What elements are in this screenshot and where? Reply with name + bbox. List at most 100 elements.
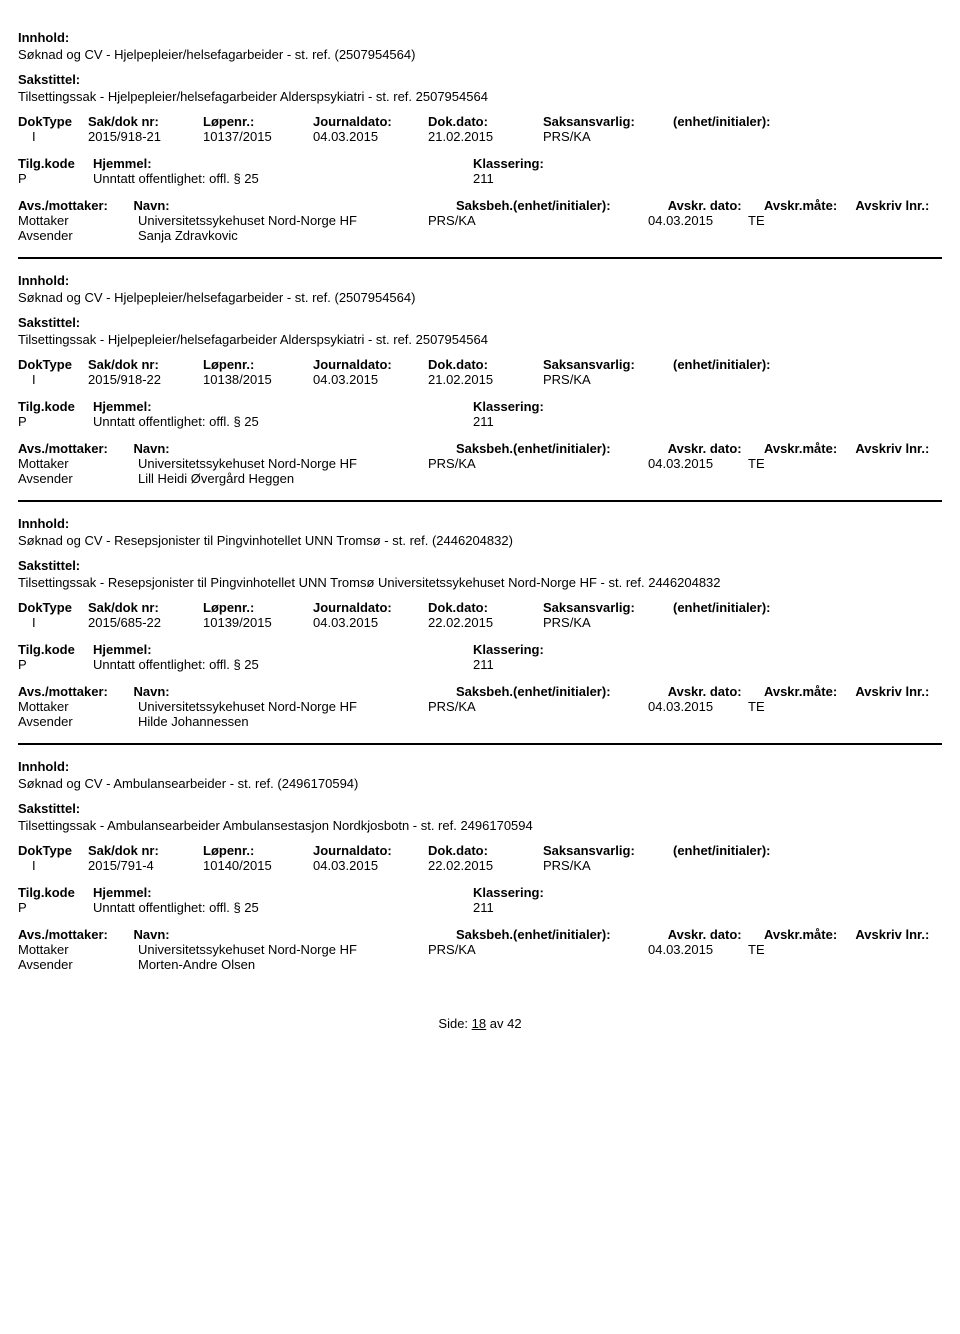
- hdr-lopenr: Løpenr.:: [203, 114, 313, 129]
- val-dokdato: 22.02.2015: [428, 858, 543, 873]
- val-dokdato: 22.02.2015: [428, 615, 543, 630]
- sakstittel-label: Sakstittel:: [18, 72, 942, 87]
- meta-value-row: I 2015/791-4 10140/2015 04.03.2015 22.02…: [18, 858, 942, 873]
- val-hjemmel: Unntatt offentlighet: offl. § 25: [93, 657, 473, 672]
- hdr-saksbeh: Saksbeh.(enhet/initialer):: [456, 684, 668, 699]
- footer-side-label: Side:: [438, 1016, 468, 1031]
- innhold-label: Innhold:: [18, 759, 942, 774]
- meta-value-row: I 2015/918-22 10138/2015 04.03.2015 21.0…: [18, 372, 942, 387]
- innhold-value: Søknad og CV - Hjelpepleier/helsefagarbe…: [18, 47, 942, 62]
- hdr-journaldato: Journaldato:: [313, 843, 428, 858]
- hjemmel-value-row: P Unntatt offentlighet: offl. § 25 211: [18, 657, 942, 672]
- val-saknr: 2015/791-4: [88, 858, 203, 873]
- val-klassering: 211: [473, 900, 673, 915]
- val-klassering: 211: [473, 171, 673, 186]
- val-tilgkode: P: [18, 657, 93, 672]
- hdr-saknr: Sak/dok nr:: [88, 600, 203, 615]
- hdr-avsmottaker: Avs./mottaker:: [18, 198, 134, 213]
- innhold-value: Søknad og CV - Hjelpepleier/helsefagarbe…: [18, 290, 942, 305]
- mottaker-navn: Universitetssykehuset Nord-Norge HF: [138, 699, 428, 714]
- hdr-tilgkode: Tilg.kode: [18, 399, 93, 414]
- hjemmel-value-row: P Unntatt offentlighet: offl. § 25 211: [18, 900, 942, 915]
- party-header-row: Avs./mottaker: Navn: Saksbeh.(enhet/init…: [18, 198, 942, 213]
- hjemmel-header-row: Tilg.kode Hjemmel: Klassering:: [18, 399, 942, 414]
- val-dokdato: 21.02.2015: [428, 372, 543, 387]
- hdr-avskrdato: Avskr. dato:: [668, 198, 764, 213]
- hdr-saknr: Sak/dok nr:: [88, 114, 203, 129]
- mottaker-saksbeh: PRS/KA: [428, 213, 488, 228]
- hdr-dokdato: Dok.dato:: [428, 600, 543, 615]
- hdr-avskrmate: Avskr.måte:: [764, 684, 855, 699]
- hdr-doktype: DokType: [18, 843, 88, 858]
- hdr-hjemmel: Hjemmel:: [93, 399, 473, 414]
- val-tilgkode: P: [18, 171, 93, 186]
- mottaker-navn: Universitetssykehuset Nord-Norge HF: [138, 942, 428, 957]
- mottaker-navn: Universitetssykehuset Nord-Norge HF: [138, 213, 428, 228]
- hjemmel-header-row: Tilg.kode Hjemmel: Klassering:: [18, 885, 942, 900]
- avsender-row: Avsender Sanja Zdravkovic: [18, 228, 942, 243]
- val-tilgkode: P: [18, 414, 93, 429]
- hdr-doktype: DokType: [18, 357, 88, 372]
- mottaker-label: Mottaker: [18, 456, 138, 471]
- hdr-saksbeh: Saksbeh.(enhet/initialer):: [456, 198, 668, 213]
- hdr-enhet: (enhet/initialer):: [673, 114, 833, 129]
- val-doktype: I: [18, 129, 88, 144]
- val-lopenr: 10140/2015: [203, 858, 313, 873]
- hdr-tilgkode: Tilg.kode: [18, 156, 93, 171]
- party-header-row: Avs./mottaker: Navn: Saksbeh.(enhet/init…: [18, 684, 942, 699]
- sakstittel-value: Tilsettingssak - Resepsjonister til Ping…: [18, 575, 942, 590]
- hdr-saksansvarlig: Saksansvarlig:: [543, 600, 673, 615]
- mottaker-row: Mottaker Universitetssykehuset Nord-Norg…: [18, 456, 942, 471]
- hdr-enhet: (enhet/initialer):: [673, 357, 833, 372]
- hdr-doktype: DokType: [18, 600, 88, 615]
- val-journaldato: 04.03.2015: [313, 858, 428, 873]
- avsender-label: Avsender: [18, 471, 138, 486]
- val-journaldato: 04.03.2015: [313, 372, 428, 387]
- avsender-navn: Lill Heidi Øvergård Heggen: [138, 471, 428, 486]
- hdr-avskrlnr: Avskriv lnr.:: [855, 684, 942, 699]
- hdr-tilgkode: Tilg.kode: [18, 642, 93, 657]
- hjemmel-header-row: Tilg.kode Hjemmel: Klassering:: [18, 156, 942, 171]
- hdr-journaldato: Journaldato:: [313, 357, 428, 372]
- avsender-label: Avsender: [18, 714, 138, 729]
- hjemmel-header-row: Tilg.kode Hjemmel: Klassering:: [18, 642, 942, 657]
- val-saknr: 2015/918-22: [88, 372, 203, 387]
- mottaker-row: Mottaker Universitetssykehuset Nord-Norg…: [18, 213, 942, 228]
- val-doktype: I: [18, 615, 88, 630]
- meta-value-row: I 2015/918-21 10137/2015 04.03.2015 21.0…: [18, 129, 942, 144]
- journal-record: Innhold: Søknad og CV - Resepsjonister t…: [18, 516, 942, 745]
- hdr-avskrlnr: Avskriv lnr.:: [855, 927, 942, 942]
- val-dokdato: 21.02.2015: [428, 129, 543, 144]
- sakstittel-value: Tilsettingssak - Ambulansearbeider Ambul…: [18, 818, 942, 833]
- val-hjemmel: Unntatt offentlighet: offl. § 25: [93, 414, 473, 429]
- avsender-navn: Hilde Johannessen: [138, 714, 428, 729]
- mottaker-avskrmate: TE: [748, 942, 843, 957]
- val-hjemmel: Unntatt offentlighet: offl. § 25: [93, 171, 473, 186]
- journal-record: Innhold: Søknad og CV - Hjelpepleier/hel…: [18, 273, 942, 502]
- val-lopenr: 10138/2015: [203, 372, 313, 387]
- hdr-saksbeh: Saksbeh.(enhet/initialer):: [456, 441, 668, 456]
- mottaker-avskrmate: TE: [748, 456, 843, 471]
- val-saksansvarlig: PRS/KA: [543, 129, 673, 144]
- innhold-value: Søknad og CV - Ambulansearbeider - st. r…: [18, 776, 942, 791]
- mottaker-avskrdato: 04.03.2015: [648, 213, 748, 228]
- val-journaldato: 04.03.2015: [313, 129, 428, 144]
- avsender-label: Avsender: [18, 228, 138, 243]
- hdr-doktype: DokType: [18, 114, 88, 129]
- mottaker-navn: Universitetssykehuset Nord-Norge HF: [138, 456, 428, 471]
- val-saknr: 2015/918-21: [88, 129, 203, 144]
- hdr-hjemmel: Hjemmel:: [93, 156, 473, 171]
- mottaker-avskrdato: 04.03.2015: [648, 699, 748, 714]
- mottaker-avskrmate: TE: [748, 699, 843, 714]
- footer-total: 42: [507, 1016, 521, 1031]
- hdr-dokdato: Dok.dato:: [428, 114, 543, 129]
- innhold-value: Søknad og CV - Resepsjonister til Pingvi…: [18, 533, 942, 548]
- mottaker-label: Mottaker: [18, 699, 138, 714]
- page-footer: Side: 18 av 42: [18, 1016, 942, 1031]
- avsender-navn: Morten-Andre Olsen: [138, 957, 428, 972]
- hdr-avsmottaker: Avs./mottaker:: [18, 441, 134, 456]
- hdr-avskrlnr: Avskriv lnr.:: [855, 441, 942, 456]
- hdr-avsmottaker: Avs./mottaker:: [18, 684, 134, 699]
- hdr-dokdato: Dok.dato:: [428, 357, 543, 372]
- hdr-avskrmate: Avskr.måte:: [764, 441, 855, 456]
